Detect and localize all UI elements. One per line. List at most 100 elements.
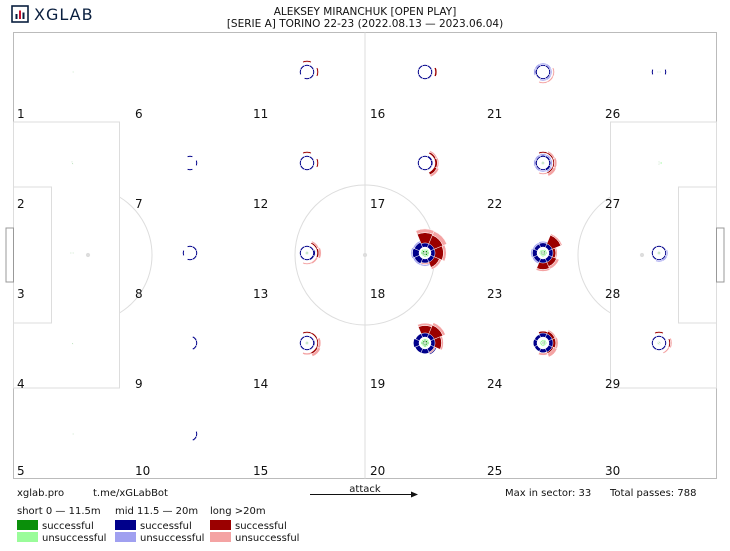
zone-21-label: 21 (487, 107, 502, 121)
zone-24-short-successful-wedge (542, 161, 545, 164)
right-penalty-arc (577, 196, 611, 314)
legend-group-title: mid 11.5 — 20m (115, 506, 198, 517)
zone-17-short-unsuccessful-wedge (420, 340, 423, 346)
zone-22-label: 22 (487, 197, 502, 211)
zone-18-long-unsuccessful-wedge (420, 261, 430, 265)
zone-12-mid-successful-wedge (299, 339, 302, 347)
zone-29-short-successful-wedge (658, 161, 660, 164)
zone-12-mid-successful-wedge (312, 339, 316, 347)
zone-27-long-successful-wedge (654, 331, 664, 335)
zone-7-mid-successful-wedge (191, 335, 198, 342)
zone-9-glyph (186, 155, 198, 171)
zone-9-mid-successful-wedge (186, 168, 194, 171)
zone-3-label: 3 (17, 287, 25, 301)
zone-20-glyph (417, 64, 438, 80)
zone-15-long-successful-wedge (302, 60, 312, 64)
legend-swatch-successful (210, 520, 231, 530)
zone-27-mid-successful-wedge (651, 339, 654, 347)
zone-23-short-unsuccessful-wedge (539, 249, 543, 253)
zone-26-label: 26 (605, 107, 620, 121)
chart-title: ALEKSEY MIRANCHUK [OPEN PLAY] (274, 6, 457, 18)
top-row-2-glyph (312, 68, 315, 76)
zone-24-label: 24 (487, 377, 502, 391)
zone-27-mid-successful-wedge (660, 344, 667, 351)
zone-19-mid-successful-wedge (426, 164, 433, 171)
zone-22-mid-successful-wedge (538, 348, 548, 353)
zone-12-short-successful-wedge (306, 341, 309, 344)
zone-27-glyph (651, 331, 673, 354)
zone-20-long-successful-wedge (433, 67, 438, 77)
zone-20-mid-successful-wedge (417, 68, 420, 76)
centre-spot (362, 252, 368, 258)
zone-19-mid-successful-wedge (421, 155, 429, 158)
zone-14-mid-successful-wedge (303, 155, 311, 158)
zone-28-mid-unsuccessful-wedge (655, 259, 663, 263)
zone-28-label: 28 (605, 287, 620, 301)
footer-telegram[interactable]: t.me/xGLabBot (93, 488, 168, 499)
legend-label-successful: successful (140, 521, 192, 532)
zone-12-long-successful-wedge (310, 332, 318, 340)
zone-13-long-unsuccessful-wedge (311, 240, 320, 249)
legend-label-successful: successful (235, 521, 287, 532)
legend: short 0 — 11.5m successful unsuccessful mid… (17, 506, 299, 544)
zone-23-long-successful-wedge (536, 261, 550, 270)
zone-layer: 1234567891011121314151617181920212223242… (17, 60, 673, 478)
top-row-3-mid-successful-wedge (430, 68, 433, 76)
zone-17-long-unsuccessful-wedge (432, 322, 446, 336)
legend-group-title: long >20m (210, 506, 266, 517)
zone-9-label: 9 (135, 377, 143, 391)
zone-3-short-successful-wedge (71, 252, 74, 254)
zone-13-mid-successful-wedge (308, 254, 315, 261)
max-in-sector: Max in sector: 33 (505, 488, 591, 499)
zone-30-label: 30 (605, 464, 620, 478)
zone-23-short-unsuccessful-wedge (541, 254, 545, 257)
zone-25-mid-unsuccessful-wedge (545, 63, 552, 70)
zone-13-long-unsuccessful-wedge (310, 256, 319, 265)
brand-logo[interactable]: XGLAB (11, 5, 94, 24)
right-six-yard-box (678, 186, 717, 324)
zone-23-label: 23 (487, 287, 502, 301)
zone-23-short-unsuccessful-wedge (543, 248, 548, 253)
zone-27-long-unsuccessful-wedge (662, 346, 670, 354)
footer-site[interactable]: xglab.pro (17, 488, 64, 499)
pitch (5, 32, 725, 479)
zone-15-mid-successful-wedge (303, 77, 311, 80)
zone-19-mid-successful-wedge (421, 168, 429, 171)
zone-5-label: 5 (17, 464, 25, 478)
zone-13-mid-successful-wedge (299, 249, 302, 257)
zone-18-short-unsuccessful-wedge (425, 253, 430, 258)
zone-24-long-unsuccessful-wedge (538, 171, 548, 175)
zone-8-mid-successful-wedge (195, 249, 198, 257)
zone-2-glyph (71, 342, 74, 345)
top-row-5-glyph (651, 68, 667, 76)
zone-22-short-unsuccessful-wedge (543, 339, 547, 343)
zone-19-mid-successful-wedge (430, 159, 434, 167)
zone-29-glyph (658, 161, 663, 165)
zone-18-mid-unsuccessful-wedge (410, 247, 414, 259)
zone-7-label: 7 (135, 197, 143, 211)
zone-4-glyph (71, 161, 74, 165)
logo-bar-2 (19, 10, 21, 19)
zone-25-label: 25 (487, 464, 502, 478)
chart-subtitle: [SERIE A] TORINO 22-23 (2022.08.13 — 202… (227, 18, 503, 30)
zone-15-long-successful-wedge (315, 67, 319, 77)
zone-27-label: 27 (605, 197, 620, 211)
zone-23-glyph (530, 233, 563, 272)
zone-18-long-unsuccessful-wedge (415, 228, 435, 235)
zone-3-short-successful-wedge (70, 252, 73, 254)
legend-label-unsuccessful: unsuccessful (42, 533, 106, 544)
zone-27-mid-successful-wedge (660, 335, 667, 342)
zone-27-mid-successful-wedge (651, 344, 658, 351)
left-goal (5, 227, 14, 283)
top-row-5-mid-successful-wedge (651, 68, 654, 76)
zone-28-mid-successful-wedge (651, 249, 654, 257)
zone-15-mid-successful-wedge (303, 64, 311, 67)
zone-14-long-successful-wedge (302, 151, 312, 155)
zone-18-long-unsuccessful-wedge (432, 230, 448, 246)
zone-22-mid-successful-wedge (533, 338, 538, 348)
zone-1-glyph (71, 433, 74, 435)
zone-25-mid-successful-wedge (535, 73, 542, 80)
legend-group-title: short 0 — 11.5m (17, 506, 101, 517)
zone-13-long-unsuccessful-wedge (317, 247, 322, 259)
zone-28-mid-successful-wedge (651, 245, 658, 252)
